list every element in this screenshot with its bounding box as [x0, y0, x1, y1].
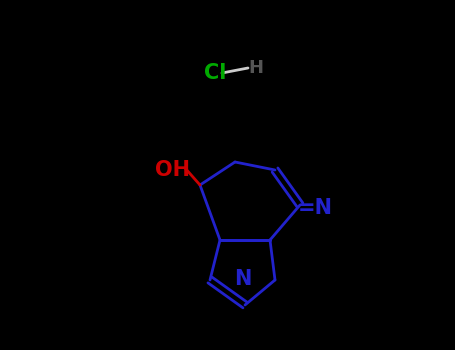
Text: =N: =N	[298, 198, 333, 218]
Text: OH: OH	[155, 160, 190, 180]
Text: Cl: Cl	[204, 63, 227, 83]
Text: N: N	[234, 269, 252, 289]
Text: H: H	[248, 59, 263, 77]
